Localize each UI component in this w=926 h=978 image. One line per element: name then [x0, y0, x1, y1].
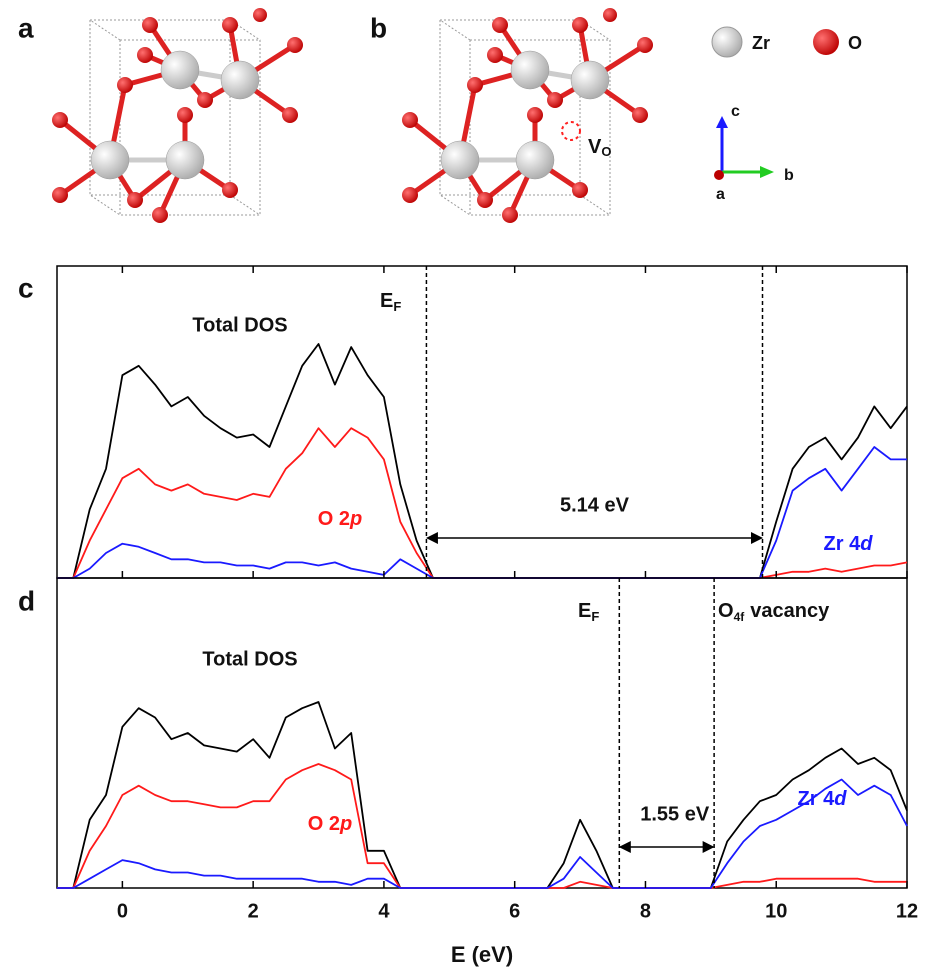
fermi-label: EF: [380, 290, 401, 314]
structure-a: [52, 8, 303, 223]
fermi-e: E: [578, 600, 591, 622]
fermi-label: EF: [578, 600, 599, 624]
x-tick-label: 10: [765, 900, 787, 922]
fermi-sub: F: [393, 299, 401, 314]
series-label: O 2p: [308, 813, 352, 835]
structure-b: [402, 8, 653, 223]
vacancy-site: [561, 121, 581, 141]
panel-label: a: [18, 12, 34, 43]
dos-line: [57, 778, 908, 889]
dos-line: [57, 343, 908, 579]
arrow-head: [760, 166, 774, 178]
panel-label: d: [18, 585, 35, 616]
axis-label: b: [784, 167, 794, 184]
legend-label: O: [848, 33, 862, 53]
vacancy-label: O4f vacancy: [718, 600, 830, 624]
series-label: O 2p: [318, 508, 362, 530]
vac-sub: 4f: [734, 610, 746, 624]
gap-label: 5.14 eV: [560, 494, 630, 516]
x-tick-label: 0: [117, 900, 128, 922]
fermi-sub: F: [591, 609, 599, 624]
x-axis-label: E (eV): [451, 942, 513, 967]
legend-label: Zr: [752, 33, 770, 53]
x-tick-label: 8: [640, 900, 651, 922]
fermi-e: E: [380, 290, 393, 312]
series-label: Zr 4d: [798, 788, 848, 810]
axis-label: a: [716, 186, 725, 203]
series-label: Total DOS: [202, 648, 297, 670]
x-tick-label: 12: [896, 900, 918, 922]
vacancy-label: VO: [588, 136, 611, 159]
legend-zr: [711, 26, 743, 58]
dos-line: [57, 763, 907, 889]
plot-frame: [56, 577, 908, 889]
panel-label: b: [370, 12, 387, 43]
axis-origin: [714, 170, 724, 180]
dos-line: [57, 427, 908, 579]
legend-o: [813, 29, 839, 55]
x-tick-label: 6: [509, 900, 520, 922]
vac-o: O: [718, 600, 734, 622]
x-tick-label: 2: [248, 900, 259, 922]
x-tick-label: 4: [378, 900, 390, 922]
vac-text: vacancy: [750, 600, 830, 622]
dos-line: [57, 701, 908, 889]
panel-label: c: [18, 272, 34, 303]
gap-label: 1.55 eV: [640, 803, 710, 825]
arrow-head: [716, 116, 728, 128]
series-label: Zr 4d: [824, 533, 874, 555]
axis-label: c: [731, 103, 740, 120]
series-label: Total DOS: [192, 314, 287, 336]
